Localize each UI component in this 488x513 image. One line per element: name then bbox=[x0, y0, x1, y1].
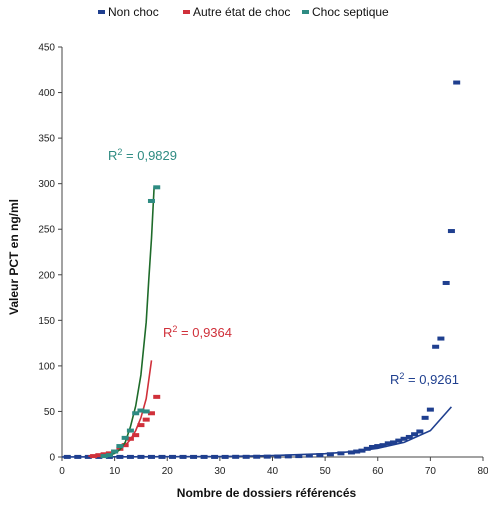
trend-line-2 bbox=[104, 187, 154, 456]
data-point bbox=[116, 444, 123, 448]
data-point bbox=[422, 416, 429, 420]
data-point bbox=[243, 455, 250, 459]
data-point bbox=[169, 455, 176, 459]
data-point bbox=[74, 455, 81, 459]
r2-label: R2 = 0,9364 bbox=[163, 324, 232, 340]
y-axis-title: Valeur PCT en ng/ml bbox=[7, 199, 21, 315]
data-point bbox=[111, 450, 118, 454]
x-tick-label: 20 bbox=[162, 466, 174, 477]
data-point bbox=[232, 455, 239, 459]
data-point bbox=[222, 455, 229, 459]
x-tick-label: 80 bbox=[477, 466, 488, 477]
x-tick-label: 40 bbox=[267, 466, 279, 477]
y-tick-label: 300 bbox=[38, 179, 55, 190]
data-point bbox=[122, 436, 129, 440]
data-point bbox=[285, 454, 292, 458]
r2-label: R2 = 0,9261 bbox=[390, 371, 459, 387]
axes: 0 50 100 150 200 250 300 350 400 450 0 10 20 30 40 50 60… bbox=[7, 43, 488, 501]
trend-line-1 bbox=[88, 360, 151, 456]
data-point bbox=[64, 455, 71, 459]
data-point bbox=[143, 418, 150, 422]
data-point bbox=[132, 433, 139, 437]
data-point bbox=[295, 454, 302, 458]
data-point bbox=[137, 455, 144, 459]
data-point bbox=[127, 455, 134, 459]
x-tick-label: 30 bbox=[214, 466, 226, 477]
data-point bbox=[180, 455, 187, 459]
y-tick-label: 0 bbox=[49, 453, 55, 464]
data-point bbox=[427, 408, 434, 412]
series-layer bbox=[62, 81, 460, 459]
data-point bbox=[148, 455, 155, 459]
r2-label: R2 = 0,9829 bbox=[108, 147, 177, 163]
data-point bbox=[190, 455, 197, 459]
data-point bbox=[327, 452, 334, 456]
data-point bbox=[337, 451, 344, 455]
data-point bbox=[153, 185, 160, 189]
data-point bbox=[158, 455, 165, 459]
data-point bbox=[211, 455, 218, 459]
x-tick-label: 50 bbox=[320, 466, 332, 477]
data-point bbox=[306, 454, 313, 458]
legend-swatch bbox=[98, 10, 105, 14]
x-tick-label: 70 bbox=[425, 466, 437, 477]
legend-label: Autre état de choc bbox=[193, 5, 290, 19]
legend-label: Non choc bbox=[108, 5, 159, 19]
data-point bbox=[443, 281, 450, 285]
data-point bbox=[432, 345, 439, 349]
legend-label: Choc septique bbox=[312, 5, 389, 19]
legend-swatch bbox=[183, 10, 190, 14]
y-tick-label: 250 bbox=[38, 225, 55, 236]
y-tick-label: 150 bbox=[38, 316, 55, 327]
data-point bbox=[116, 455, 123, 459]
data-point bbox=[274, 455, 281, 459]
data-point bbox=[448, 229, 455, 233]
x-tick-label: 0 bbox=[59, 466, 65, 477]
data-point bbox=[143, 409, 150, 413]
data-point bbox=[201, 455, 208, 459]
y-tick-label: 100 bbox=[38, 361, 55, 372]
data-point bbox=[264, 455, 271, 459]
y-tick-label: 200 bbox=[38, 270, 55, 281]
legend: Non choc Autre état de choc Choc septique bbox=[98, 5, 389, 19]
y-tick-label: 400 bbox=[38, 88, 55, 99]
data-point bbox=[153, 395, 160, 399]
y-tick-label: 350 bbox=[38, 134, 55, 145]
data-point bbox=[106, 453, 113, 457]
data-point bbox=[437, 337, 444, 341]
y-tick-label: 450 bbox=[38, 43, 55, 54]
x-tick-label: 60 bbox=[372, 466, 384, 477]
data-point bbox=[416, 429, 423, 433]
legend-swatch bbox=[302, 10, 309, 14]
data-point bbox=[137, 423, 144, 427]
x-axis-title: Nombre de dossiers référencés bbox=[177, 486, 357, 500]
labels: R2 = 0,9261 R2 = 0,9364 R2 = 0,9829 bbox=[108, 147, 459, 387]
data-point bbox=[253, 455, 260, 459]
data-point bbox=[148, 199, 155, 203]
data-point bbox=[453, 81, 460, 85]
data-point bbox=[316, 453, 323, 457]
y-tick-label: 50 bbox=[44, 407, 56, 418]
x-tick-label: 10 bbox=[109, 466, 121, 477]
data-point bbox=[127, 429, 134, 433]
